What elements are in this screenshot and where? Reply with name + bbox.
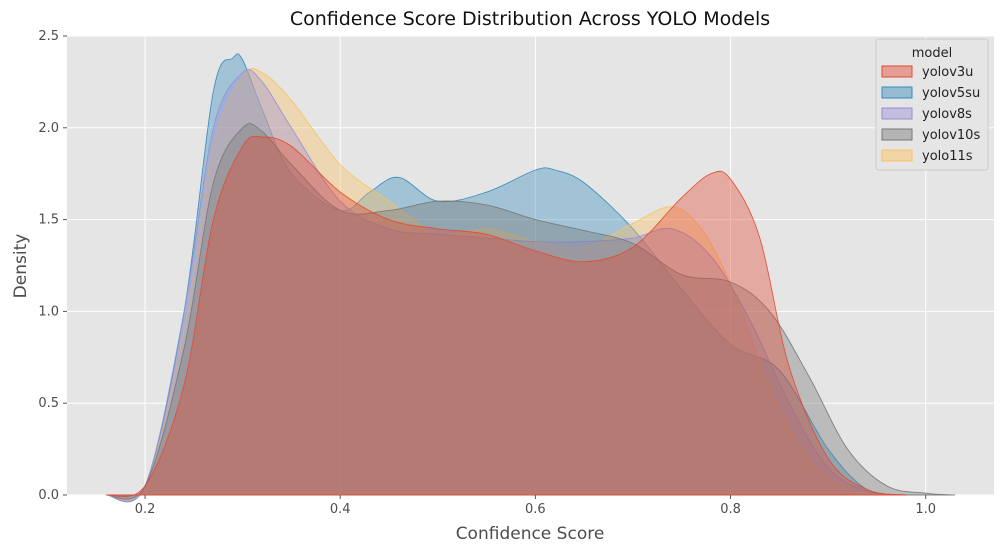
density-area-yolo11s xyxy=(105,68,887,501)
y-tick-label: 0.5 xyxy=(38,396,59,411)
density-areas xyxy=(105,53,956,503)
legend-swatch-yolov8s xyxy=(881,107,913,120)
legend-swatch-yolov10s xyxy=(881,128,913,141)
legend-swatch-yolov3u xyxy=(881,65,913,78)
x-tick-label: 1.0 xyxy=(915,502,936,517)
legend-label-yolov10s: yolov10s xyxy=(922,128,980,143)
y-tick-label: 1.5 xyxy=(38,213,59,228)
chart-title: Confidence Score Distribution Across YOL… xyxy=(290,8,770,30)
grid-lines xyxy=(67,35,994,496)
legend-box xyxy=(875,38,989,171)
y-tick-label: 2.0 xyxy=(38,121,59,136)
x-tick-label: 0.8 xyxy=(720,502,741,517)
x-tick-label: 0.6 xyxy=(525,502,546,517)
legend-swatch-yolo11s xyxy=(881,149,913,162)
axis-ticks: 0.2 0.4 0.6 0.8 1.0 0.0 0.5 1.0 1.5 2.0 2.5 xyxy=(38,29,936,517)
legend-label-yolov5su: yolov5su xyxy=(922,86,980,101)
legend-label-yolov8s: yolov8s xyxy=(922,107,972,122)
y-axis-title: Density xyxy=(11,234,31,299)
legend: model yolov3uyolov5suyolov8syolov10syolo… xyxy=(875,38,989,171)
y-tick-label: 2.5 xyxy=(38,29,59,44)
legend-title: model xyxy=(912,46,952,61)
legend-swatch-yolov5su xyxy=(881,86,913,99)
legend-label-yolov3u: yolov3u xyxy=(922,65,973,80)
x-axis-title: Confidence Score xyxy=(456,524,605,544)
density-area-yolov10s xyxy=(105,123,956,500)
plot-background xyxy=(67,36,994,495)
legend-label-yolo11s: yolo11s xyxy=(922,149,973,164)
density-area-yolov3u xyxy=(105,135,907,498)
y-tick-label: 1.0 xyxy=(38,304,59,319)
x-tick-label: 0.4 xyxy=(330,502,351,517)
density-area-yolov5su xyxy=(105,53,907,503)
y-tick-label: 0.0 xyxy=(38,488,59,503)
density-area-yolov8s xyxy=(105,69,907,503)
x-tick-label: 0.2 xyxy=(135,502,156,517)
legend-items: yolov3u yolov5su yolov8s yolov10s yolo11s xyxy=(881,65,980,164)
